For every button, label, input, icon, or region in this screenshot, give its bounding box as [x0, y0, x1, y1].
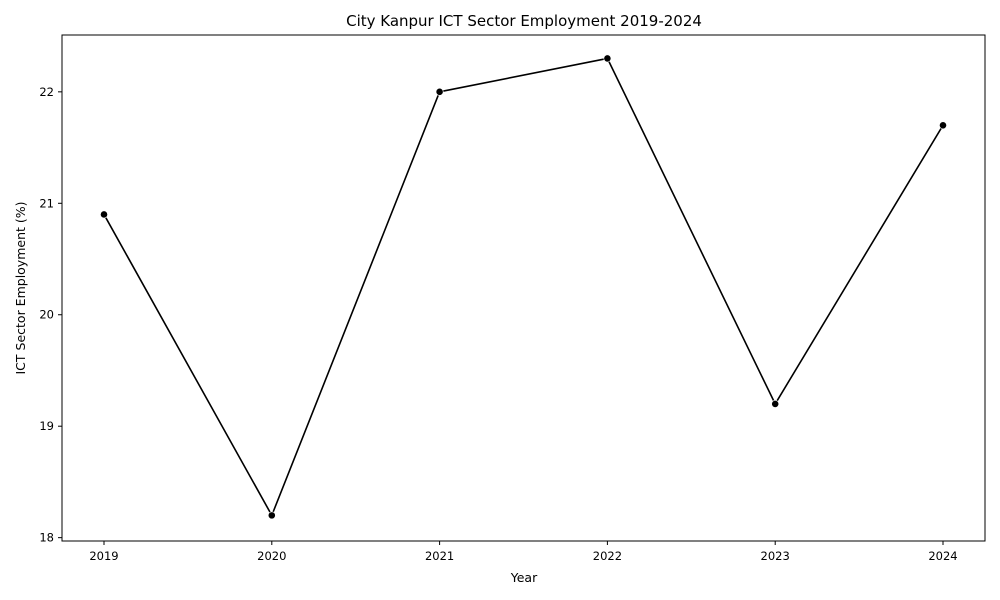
x-tick-label: 2023 — [761, 549, 790, 563]
x-tick-label: 2019 — [89, 549, 118, 563]
y-tick-label: 20 — [39, 308, 54, 322]
series-line — [103, 57, 944, 517]
x-tick-label: 2021 — [425, 549, 454, 563]
data-point — [435, 87, 444, 96]
x-tick-label: 2022 — [593, 549, 622, 563]
x-axis-label: Year — [510, 570, 538, 585]
data-point — [939, 121, 947, 130]
y-tick-label: 22 — [39, 85, 54, 99]
y-axis-label: ICT Sector Employment (%) — [13, 201, 28, 374]
x-axis: 2019 2020 2021 2022 2023 2024 — [89, 541, 958, 563]
data-point — [603, 54, 612, 63]
y-tick-label: 21 — [39, 196, 54, 210]
series-group — [100, 54, 947, 520]
y-tick-label: 18 — [39, 531, 54, 545]
x-tick-label: 2020 — [257, 549, 286, 563]
y-axis: 18 19 20 21 22 — [39, 85, 62, 545]
chart-title: City Kanpur ICT Sector Employment 2019-2… — [346, 12, 702, 30]
data-point — [100, 210, 108, 219]
data-point — [267, 511, 276, 520]
plot-frame — [61, 34, 986, 542]
x-tick-label: 2024 — [928, 549, 957, 563]
data-point — [771, 400, 780, 408]
y-tick-label: 19 — [39, 419, 54, 433]
